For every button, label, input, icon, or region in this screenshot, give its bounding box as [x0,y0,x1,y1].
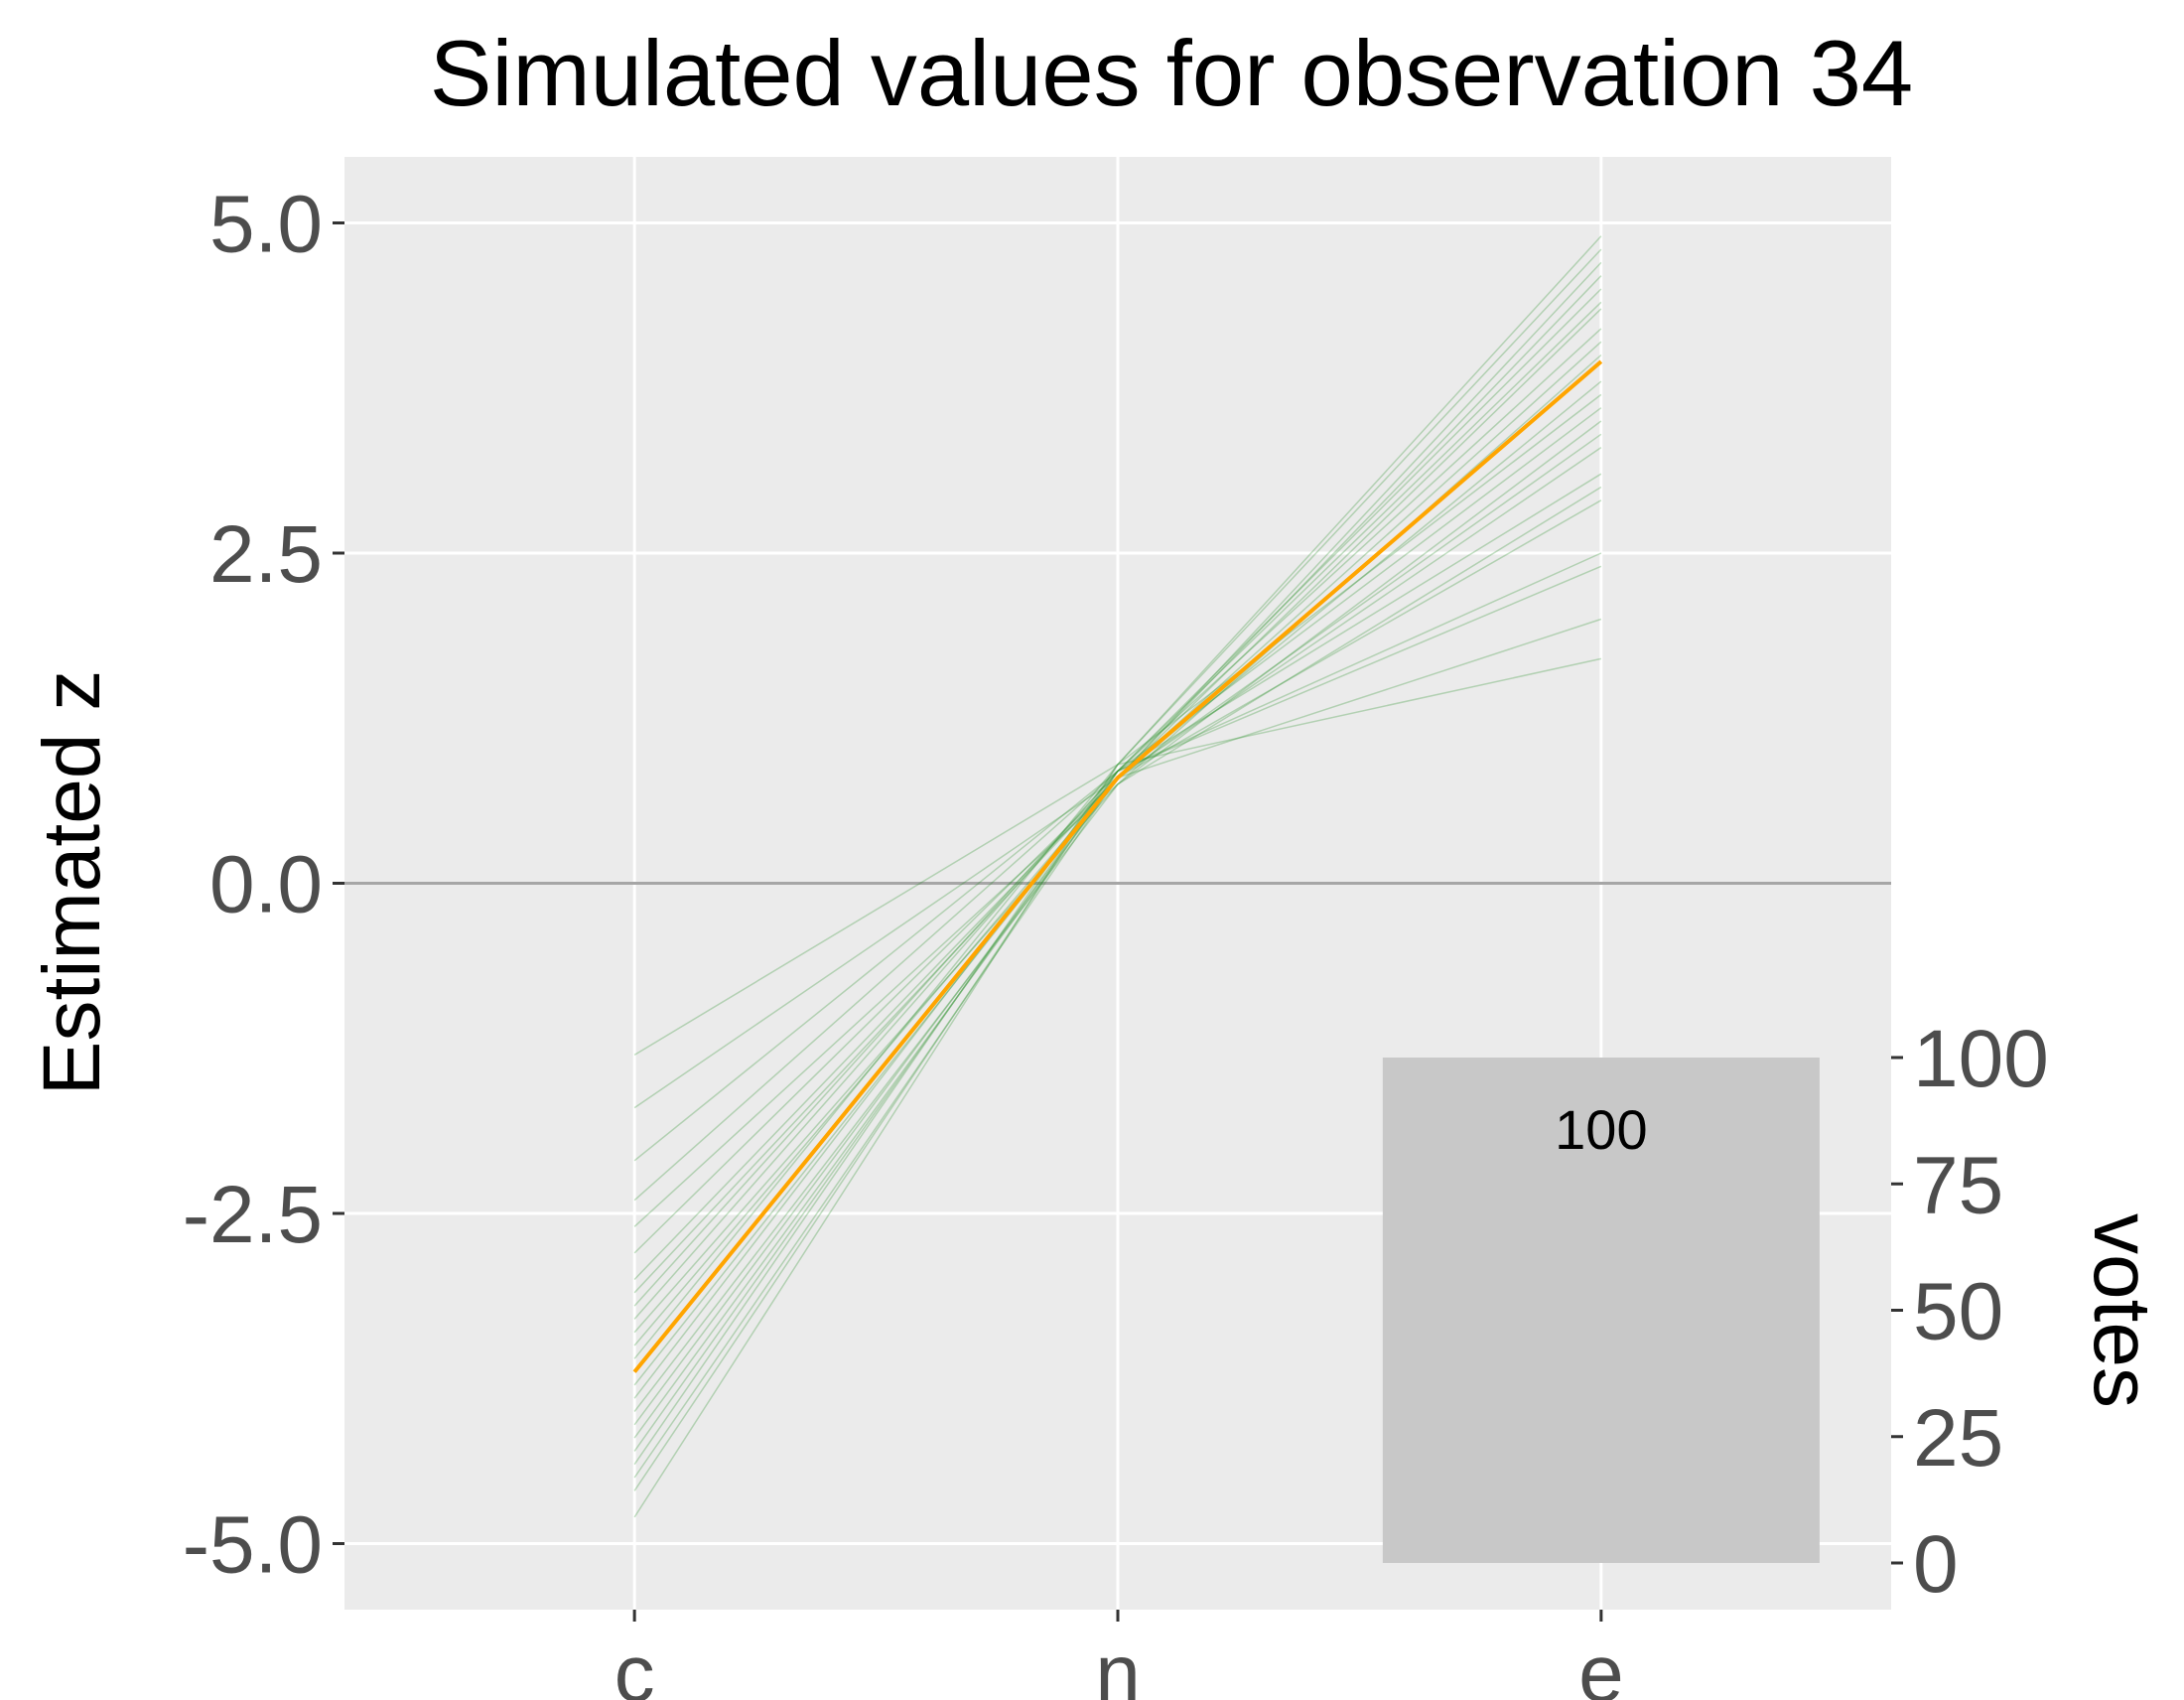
simulation-line [633,248,1602,1466]
votes-axis: 0 25 50 75 100 [1891,1014,2049,1610]
x-tick-label: e [1578,1629,1624,1700]
x-tick-label: n [1095,1629,1141,1700]
votes-tick-label: 100 [1913,1014,2049,1104]
simulation-line [633,393,1602,1359]
y-axis-title: Estimated z [27,670,117,1095]
votes-tick-label: 25 [1913,1393,2003,1484]
simulation-line [633,288,1602,1452]
y-tick-label: 0.0 [209,840,323,930]
simulation-line [633,486,1602,1227]
y-tick-label: -2.5 [183,1170,323,1260]
vote-bar-label: 100 [1555,1098,1647,1161]
y-axis: -5.0 -2.5 0.0 2.5 5.0 [183,180,344,1591]
votes-tick-label: 50 [1913,1267,2003,1357]
simulation-line [633,473,1602,1307]
y-tick-label: 2.5 [209,509,323,600]
simulation-line [633,407,1602,1320]
votes-tick-label: 75 [1913,1140,2003,1230]
votes-tick-label: 0 [1913,1519,1959,1610]
simulation-line [633,235,1602,1518]
simulation-line [633,328,1602,1399]
x-tick-label: c [614,1629,655,1700]
chart-title: Simulated values for observation 34 [430,21,1913,125]
vote-bar-e [1382,1058,1820,1563]
y-tick-label: -5.0 [183,1500,323,1591]
votes-axis-title: votes [2077,1213,2167,1408]
simulation-line [633,420,1602,1334]
simulation-line [633,301,1602,1491]
y-tick-label: 5.0 [209,180,323,270]
simulation-line [633,657,1602,1057]
simulation-line [633,565,1602,1162]
simulation-line [633,552,1602,1202]
estimate-line [632,359,1603,1373]
votes-inset: 100 [1382,1058,1820,1563]
